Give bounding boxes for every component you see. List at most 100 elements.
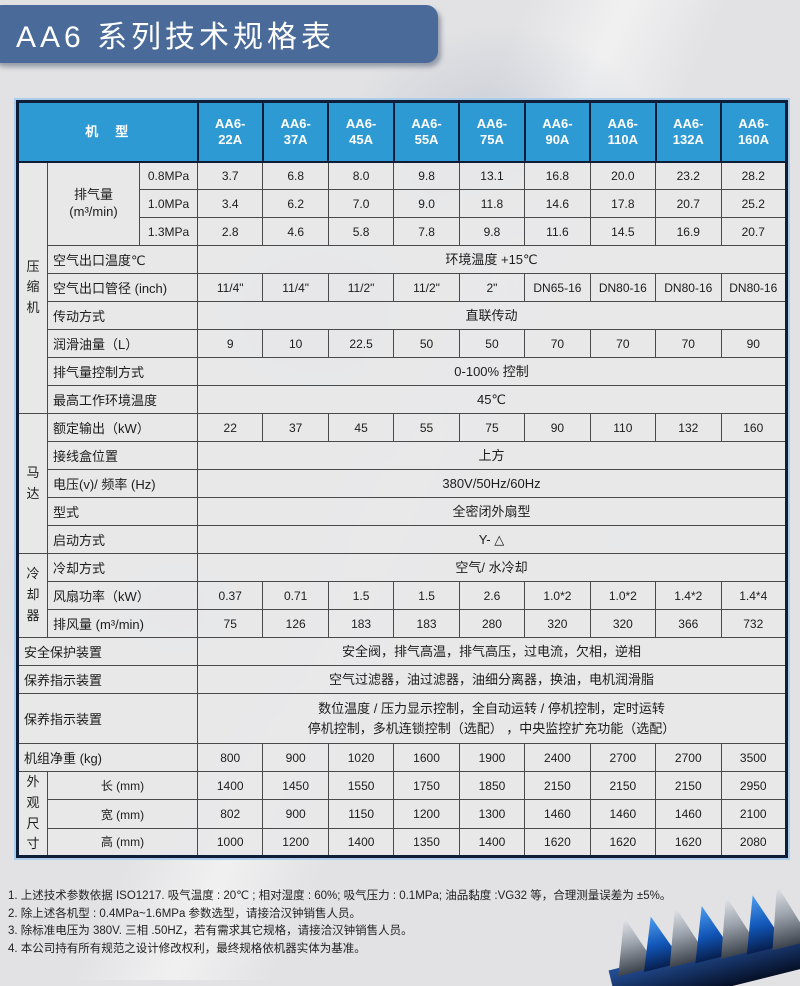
cell: 3.4 (196, 189, 264, 218)
footnote-line: 1. 上述技术参数依据 ISO1217. 吸气温度 : 20℃ ; 相对湿度 :… (8, 890, 672, 902)
cell: 70 (524, 329, 591, 358)
cell: 2.8 (196, 217, 264, 246)
cell-span: 380V/50Hz/60Hz (197, 469, 787, 498)
row-label: 宽 (mm) (47, 799, 198, 829)
row-label: 保养指示装置 (17, 693, 198, 744)
cell: 1460 (655, 799, 722, 829)
cell: DN80-16 (720, 273, 787, 302)
cell: 6.2 (262, 189, 329, 218)
cell: 11.8 (458, 189, 526, 218)
cell: 2.6 (458, 581, 526, 610)
table-row-displacement-10: 1.0MPa 3.4 6.2 7.0 9.0 11.8 14.6 17.8 20… (18, 189, 787, 218)
table-row-junction-box: 接线盒位置 上方 (18, 441, 787, 470)
table-row-maintenance: 保养指示装置 空气过滤器，油过滤器，油细分离器，换油，电机润滑脂 (17, 665, 787, 694)
cell: 1.4*2 (655, 581, 722, 610)
cell: 1.5 (327, 581, 395, 610)
cell: 900 (262, 743, 329, 772)
cell: 1600 (393, 743, 460, 772)
cell: 3.7 (196, 161, 264, 190)
model-header: AA6- 37A (261, 100, 330, 163)
cell: 1620 (589, 827, 657, 858)
row-label: 额定输出（kW） (47, 413, 198, 442)
row-label: 接线盒位置 (47, 441, 198, 470)
cell: 11/4" (262, 273, 329, 302)
cell: 2150 (524, 770, 591, 801)
cell: 132 (655, 413, 722, 442)
table-row-outlet-pipe: 空气出口管径 (inch) 11/4" 11/4" 11/2" 11/2" 2"… (18, 273, 787, 302)
cell: 5.8 (327, 217, 395, 246)
cell: 1200 (393, 799, 460, 829)
cell: 11/2" (393, 273, 460, 302)
sub-label: 1.3MPa (139, 217, 198, 246)
model-header: AA6- 45A (327, 100, 395, 163)
cell-span: 全密闭外扇型 (197, 497, 787, 526)
model-header: AA6- 90A (523, 100, 592, 163)
cell: 45 (327, 413, 395, 442)
cell: 320 (589, 609, 657, 638)
cell: 22 (196, 413, 264, 442)
cell: 1020 (327, 743, 395, 772)
cell: 0.71 (262, 581, 329, 610)
cell: 25.2 (720, 189, 787, 218)
cell: 800 (196, 743, 264, 772)
table-row-height: 高 (mm) 1000 1200 1400 1350 1400 1620 162… (18, 827, 787, 858)
cell: 9.8 (458, 217, 526, 246)
cell: 802 (196, 799, 264, 829)
cell: 2150 (589, 770, 657, 801)
footnote-line: 4. 本公司持有所有规范之设计修改权利，最终规格依机器实体为基准。 (8, 942, 366, 955)
sub-label: 1.0MPa (139, 189, 198, 218)
cell: 1350 (393, 827, 460, 858)
cell: 1550 (327, 770, 395, 801)
table-row-oil: 润滑油量（L） 9 10 22.5 50 50 70 70 70 90 (18, 329, 787, 358)
cell: 1460 (589, 799, 657, 829)
cell: 37 (262, 413, 329, 442)
cell: 1000 (196, 827, 264, 858)
cell: 366 (655, 609, 722, 638)
cell: 4.6 (262, 217, 329, 246)
cell: 14.5 (589, 217, 657, 246)
cell: 2400 (524, 743, 591, 772)
cell-span: 数位温度 / 压力显示控制，全自动运转 / 停机控制，定时运转 停机控制，多机连… (197, 693, 787, 744)
cell: 70 (655, 329, 722, 358)
cell: 3500 (720, 743, 787, 772)
table-row-displacement-08: 压缩机 排气量 (m³/min) 0.8MPa 3.7 6.8 8.0 9.8 … (17, 161, 787, 414)
table-row-maintenance2: 保养指示装置 数位温度 / 压力显示控制，全自动运转 / 停机控制，定时运转 停… (17, 693, 787, 744)
cell: 280 (458, 609, 526, 638)
cell-span: 45℃ (197, 385, 787, 414)
table-row-start-mode: 启动方式 Y- △ (18, 525, 787, 554)
cell: DN80-16 (655, 273, 722, 302)
row-label: 排气量 (m³/min) (47, 161, 140, 246)
row-label: 最高工作环境温度 (47, 385, 198, 414)
cell: DN80-16 (589, 273, 657, 302)
cell: 2700 (655, 743, 722, 772)
row-label: 保养指示装置 (17, 665, 198, 694)
row-label: 排风量 (m³/min) (47, 609, 198, 638)
cell-span: 0-100% 控制 (197, 357, 787, 386)
model-header: AA6- 110A (589, 100, 657, 163)
model-header: AA6- 132A (654, 100, 723, 163)
model-header: AA6- 75A (458, 100, 526, 163)
cell: 13.1 (458, 161, 526, 190)
cell: 732 (720, 609, 787, 638)
cell: 0.37 (196, 581, 264, 610)
table-row-outlet-temp: 空气出口温度℃ 环境温度 +15℃ (18, 245, 787, 274)
table-row-width: 宽 (mm) 802 900 1150 1200 1300 1460 1460 … (18, 799, 787, 829)
cell: 1900 (458, 743, 526, 772)
cell: 9 (196, 329, 264, 358)
cell-span: Y- △ (197, 525, 787, 554)
cell: 126 (262, 609, 329, 638)
cell: 1850 (458, 770, 526, 801)
row-label: 排气量控制方式 (47, 357, 198, 386)
cell-span: 空气过滤器，油过滤器，油细分离器，换油，电机润滑脂 (197, 665, 787, 694)
cell: 9.0 (393, 189, 460, 218)
cell: 90 (524, 413, 591, 442)
cell: 90 (720, 329, 787, 358)
cell: 10 (262, 329, 329, 358)
cell-span: 直联传动 (197, 301, 787, 330)
cell: 1400 (196, 770, 264, 801)
cell: 320 (524, 609, 591, 638)
footnotes: 1. 上述技术参数依据 ISO1217. 吸气温度 : 20℃ ; 相对湿度 :… (8, 888, 788, 958)
cell: 1620 (655, 827, 722, 858)
row-label: 风扇功率（kW） (47, 581, 198, 610)
cell: 23.2 (655, 161, 722, 190)
